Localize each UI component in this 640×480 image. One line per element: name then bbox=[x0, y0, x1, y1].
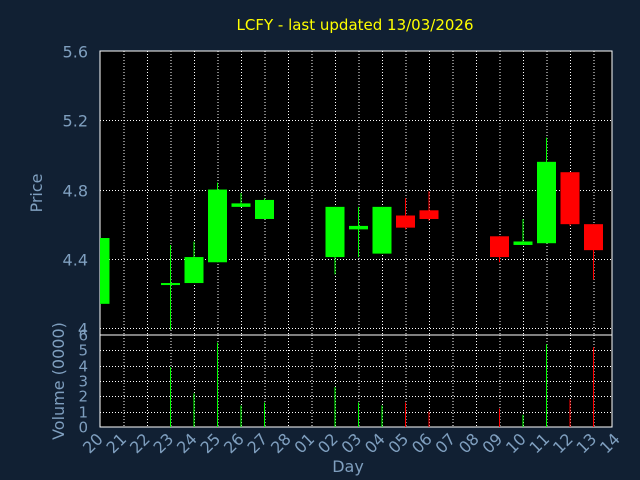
volume-tick-label: 6 bbox=[78, 327, 88, 345]
volume-axis-label: Volume (0000) bbox=[49, 322, 68, 440]
candle-body bbox=[184, 257, 204, 284]
price-tick-label: 4 bbox=[78, 320, 88, 339]
price-axis-label: Price bbox=[27, 173, 46, 212]
candle-body bbox=[490, 236, 509, 258]
candle-body bbox=[419, 210, 439, 219]
price-candles bbox=[100, 137, 603, 330]
day-tick-label: 14 bbox=[596, 429, 624, 457]
candle-body bbox=[325, 206, 345, 258]
volume-tick-label: 5 bbox=[78, 342, 88, 360]
candle-body bbox=[100, 238, 110, 304]
volume-tick-label: 4 bbox=[78, 358, 88, 376]
day-tick-labels: 2021222324252627280102030405060708091011… bbox=[79, 429, 624, 457]
candle-body bbox=[372, 206, 392, 254]
chart-title: LCFY - last updated 13/03/2026 bbox=[237, 16, 474, 34]
candle-body bbox=[255, 199, 274, 219]
candle-body bbox=[537, 161, 556, 244]
price-tick-label: 4.4 bbox=[63, 251, 88, 270]
volume-tick-label: 3 bbox=[78, 373, 88, 391]
candle-body bbox=[349, 225, 368, 230]
volume-tick-label: 2 bbox=[78, 388, 88, 406]
candle-body bbox=[513, 241, 533, 245]
price-tick-labels: 5.6 5.2 4.8 4.4 4 bbox=[63, 43, 88, 339]
candle-body bbox=[560, 172, 580, 225]
candle-body bbox=[396, 215, 415, 228]
candle-body bbox=[161, 283, 180, 286]
volume-tick-label: 0 bbox=[78, 419, 88, 437]
x-axis-label: Day bbox=[332, 457, 364, 476]
volume-bars bbox=[170, 342, 594, 427]
price-plot-area bbox=[99, 50, 613, 336]
price-tick-label: 5.2 bbox=[63, 112, 88, 131]
price-tick-label: 5.6 bbox=[63, 43, 88, 62]
candle-body bbox=[208, 189, 227, 263]
price-tick-label: 4.8 bbox=[63, 182, 88, 201]
candle-body bbox=[584, 224, 603, 251]
candle-body bbox=[231, 203, 251, 207]
volume-tick-label: 1 bbox=[78, 404, 88, 422]
